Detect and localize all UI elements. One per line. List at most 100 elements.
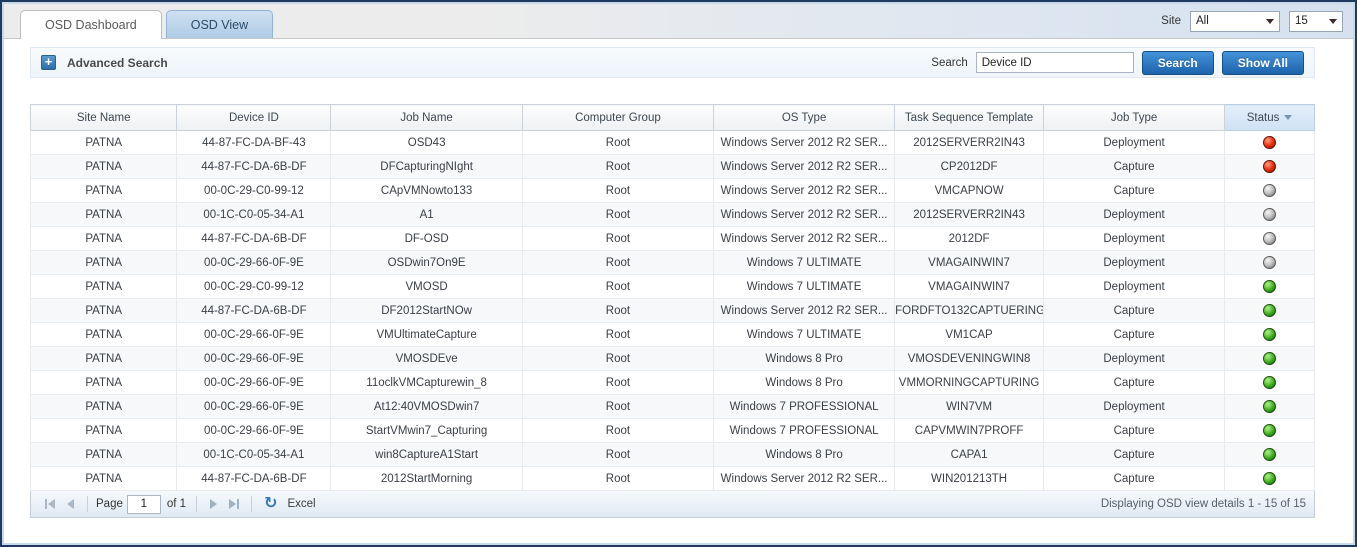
cell-os-type: Windows Server 2012 R2 SER... xyxy=(713,178,896,203)
cell-job-type: Capture xyxy=(1043,322,1226,347)
site-select[interactable]: All xyxy=(1190,10,1280,32)
cell-os-type: Windows Server 2012 R2 SER... xyxy=(713,154,896,179)
column-header-os-type[interactable]: OS Type xyxy=(713,104,896,131)
table-row[interactable]: PATNA 44-87-FC-DA-6B-DF DF-OSD Root Windows … xyxy=(29,226,1315,251)
table-row[interactable]: PATNA 00-1C-C0-05-34-A1 A1 Root Windows Serv… xyxy=(29,202,1315,227)
search-input[interactable] xyxy=(975,52,1134,73)
refresh-icon[interactable]: ↻ xyxy=(264,495,278,512)
table-body: PATNA 44-87-FC-DA-BF-43 OSD43 Root Windows S… xyxy=(29,130,1315,491)
pager-status-text: Displaying OSD view details 1 - 15 of 15 xyxy=(1100,498,1306,510)
status-orb-green xyxy=(1263,328,1277,341)
cell-template: 2012DF xyxy=(894,226,1045,251)
cell-status xyxy=(1224,226,1315,251)
column-header-computer-group[interactable]: Computer Group xyxy=(521,104,715,131)
page-number-input[interactable] xyxy=(126,494,161,514)
first-page-icon[interactable] xyxy=(43,498,57,510)
cell-job-type: Deployment xyxy=(1043,226,1226,251)
column-header-job-type[interactable]: Job Type xyxy=(1043,104,1226,131)
page-size-value: 15 xyxy=(1295,15,1308,27)
table-row[interactable]: PATNA 44-87-FC-DA-BF-43 OSD43 Root Windows S… xyxy=(29,130,1315,155)
osd-view-table: Site Name Device ID Job Name Computer Group… xyxy=(29,104,1315,491)
main-content: + Advanced Search Search Search Show All… xyxy=(4,39,1353,518)
cell-template: VMCAPNOW xyxy=(894,178,1045,203)
search-button[interactable]: Search xyxy=(1141,50,1214,75)
cell-computer-group: Root xyxy=(521,250,715,275)
table-row[interactable]: PATNA 00-0C-29-66-0F-9E StartVMwin7_Captur… xyxy=(29,418,1315,443)
table-row[interactable]: PATNA 00-0C-29-66-0F-9E VMOSDEve Root Window… xyxy=(29,346,1315,371)
table-row[interactable]: PATNA 44-87-FC-DA-6B-DF 2012StartMorning Ro… xyxy=(29,466,1315,491)
paging-toolbar: Page of 1 ↻ Excel Displaying OSD view de… xyxy=(30,491,1315,518)
next-page-icon[interactable] xyxy=(207,498,219,510)
cell-device-id: 00-0C-29-66-0F-9E xyxy=(176,370,332,395)
last-page-icon[interactable] xyxy=(227,498,241,510)
table-row[interactable]: PATNA 00-0C-29-66-0F-9E VMUltimateCapture R… xyxy=(29,322,1315,347)
chevron-down-icon xyxy=(1329,18,1337,24)
show-all-button[interactable]: Show All xyxy=(1221,50,1304,75)
search-controls: Search Search Show All xyxy=(931,50,1304,75)
cell-site: PATNA xyxy=(29,226,178,251)
table-row[interactable]: PATNA 00-1C-C0-05-34-A1 win8CaptureA1Start… xyxy=(29,442,1315,467)
cell-job-type: Deployment xyxy=(1043,250,1226,275)
table-row[interactable]: PATNA 00-0C-29-66-0F-9E At12:40VMOSDwin7 Ro… xyxy=(29,394,1315,419)
excel-export-link[interactable]: Excel xyxy=(287,498,316,510)
cell-template: VMAGAINWIN7 xyxy=(894,250,1045,275)
cell-job-name: 2012StartMorning xyxy=(330,466,523,491)
cell-template: VM1CAP xyxy=(894,322,1045,347)
cell-job-name: At12:40VMOSDwin7 xyxy=(330,394,523,419)
cell-device-id: 44-87-FC-DA-6B-DF xyxy=(176,154,332,179)
status-orb-green xyxy=(1263,448,1277,461)
tab-osd-view[interactable]: OSD View xyxy=(165,10,274,38)
column-header-status[interactable]: Status xyxy=(1224,104,1315,131)
cell-template: WIN201213TH xyxy=(894,466,1045,491)
cell-template: FORDFTO132CAPTUERING xyxy=(894,298,1045,323)
cell-computer-group: Root xyxy=(521,418,715,443)
cell-job-name: A1 xyxy=(330,202,523,227)
page-size-select[interactable]: 15 xyxy=(1289,10,1343,32)
table-row[interactable]: PATNA 00-0C-29-C0-99-12 VMOSD Root Windows 7… xyxy=(29,274,1315,299)
cell-job-type: Capture xyxy=(1043,178,1226,203)
cell-job-name: DF2012StartNOw xyxy=(330,298,523,323)
column-header-job-name[interactable]: Job Name xyxy=(330,104,523,131)
table-row[interactable]: PATNA 00-0C-29-66-0F-9E OSDwin7On9E Root Win… xyxy=(29,250,1315,275)
column-header-site-name[interactable]: Site Name xyxy=(29,104,178,131)
column-header-task-sequence-template[interactable]: Task Sequence Template xyxy=(894,104,1045,131)
cell-template: CAPA1 xyxy=(894,442,1045,467)
cell-computer-group: Root xyxy=(521,394,715,419)
column-header-device-id[interactable]: Device ID xyxy=(176,104,332,131)
cell-device-id: 00-0C-29-66-0F-9E xyxy=(176,322,332,347)
cell-status xyxy=(1224,130,1315,155)
cell-computer-group: Root xyxy=(521,274,715,299)
cell-job-name: DFCapturingNIght xyxy=(330,154,523,179)
status-orb-gray xyxy=(1263,256,1277,269)
cell-template: VMMORNINGCAPTURING xyxy=(894,370,1045,395)
cell-job-name: VMOSD xyxy=(330,274,523,299)
tab-osd-dashboard[interactable]: OSD Dashboard xyxy=(20,10,162,39)
cell-site: PATNA xyxy=(29,154,178,179)
search-label: Search xyxy=(931,56,968,69)
cell-device-id: 00-0C-29-C0-99-12 xyxy=(176,178,332,203)
cell-computer-group: Root xyxy=(521,226,715,251)
cell-job-type: Deployment xyxy=(1043,394,1226,419)
cell-computer-group: Root xyxy=(521,130,715,155)
search-panel: + Advanced Search Search Search Show All xyxy=(30,47,1315,78)
cell-site: PATNA xyxy=(29,130,178,155)
table-row[interactable]: PATNA 00-0C-29-66-0F-9E 11oclkVMCapturewin… xyxy=(29,370,1315,395)
advanced-search-label: Advanced Search xyxy=(67,55,168,70)
cell-computer-group: Root xyxy=(521,370,715,395)
site-label: Site xyxy=(1161,15,1181,27)
table-row[interactable]: PATNA 44-87-FC-DA-6B-DF DFCapturingNIght Ro… xyxy=(29,154,1315,179)
cell-template: WIN7VM xyxy=(894,394,1045,419)
cell-os-type: Windows Server 2012 R2 SER... xyxy=(713,130,896,155)
site-select-value: All xyxy=(1196,15,1209,27)
prev-page-icon[interactable] xyxy=(65,498,77,510)
expand-plus-icon[interactable]: + xyxy=(41,55,56,70)
status-orb-green xyxy=(1263,400,1277,413)
table-row[interactable]: PATNA 00-0C-29-C0-99-12 CApVMNowto133 Root W… xyxy=(29,178,1315,203)
table-row[interactable]: PATNA 44-87-FC-DA-6B-DF DF2012StartNOw Root… xyxy=(29,298,1315,323)
cell-job-type: Capture xyxy=(1043,154,1226,179)
cell-computer-group: Root xyxy=(521,298,715,323)
cell-os-type: Windows Server 2012 R2 SER... xyxy=(713,298,896,323)
cell-job-name: OSDwin7On9E xyxy=(330,250,523,275)
cell-status xyxy=(1224,250,1315,275)
